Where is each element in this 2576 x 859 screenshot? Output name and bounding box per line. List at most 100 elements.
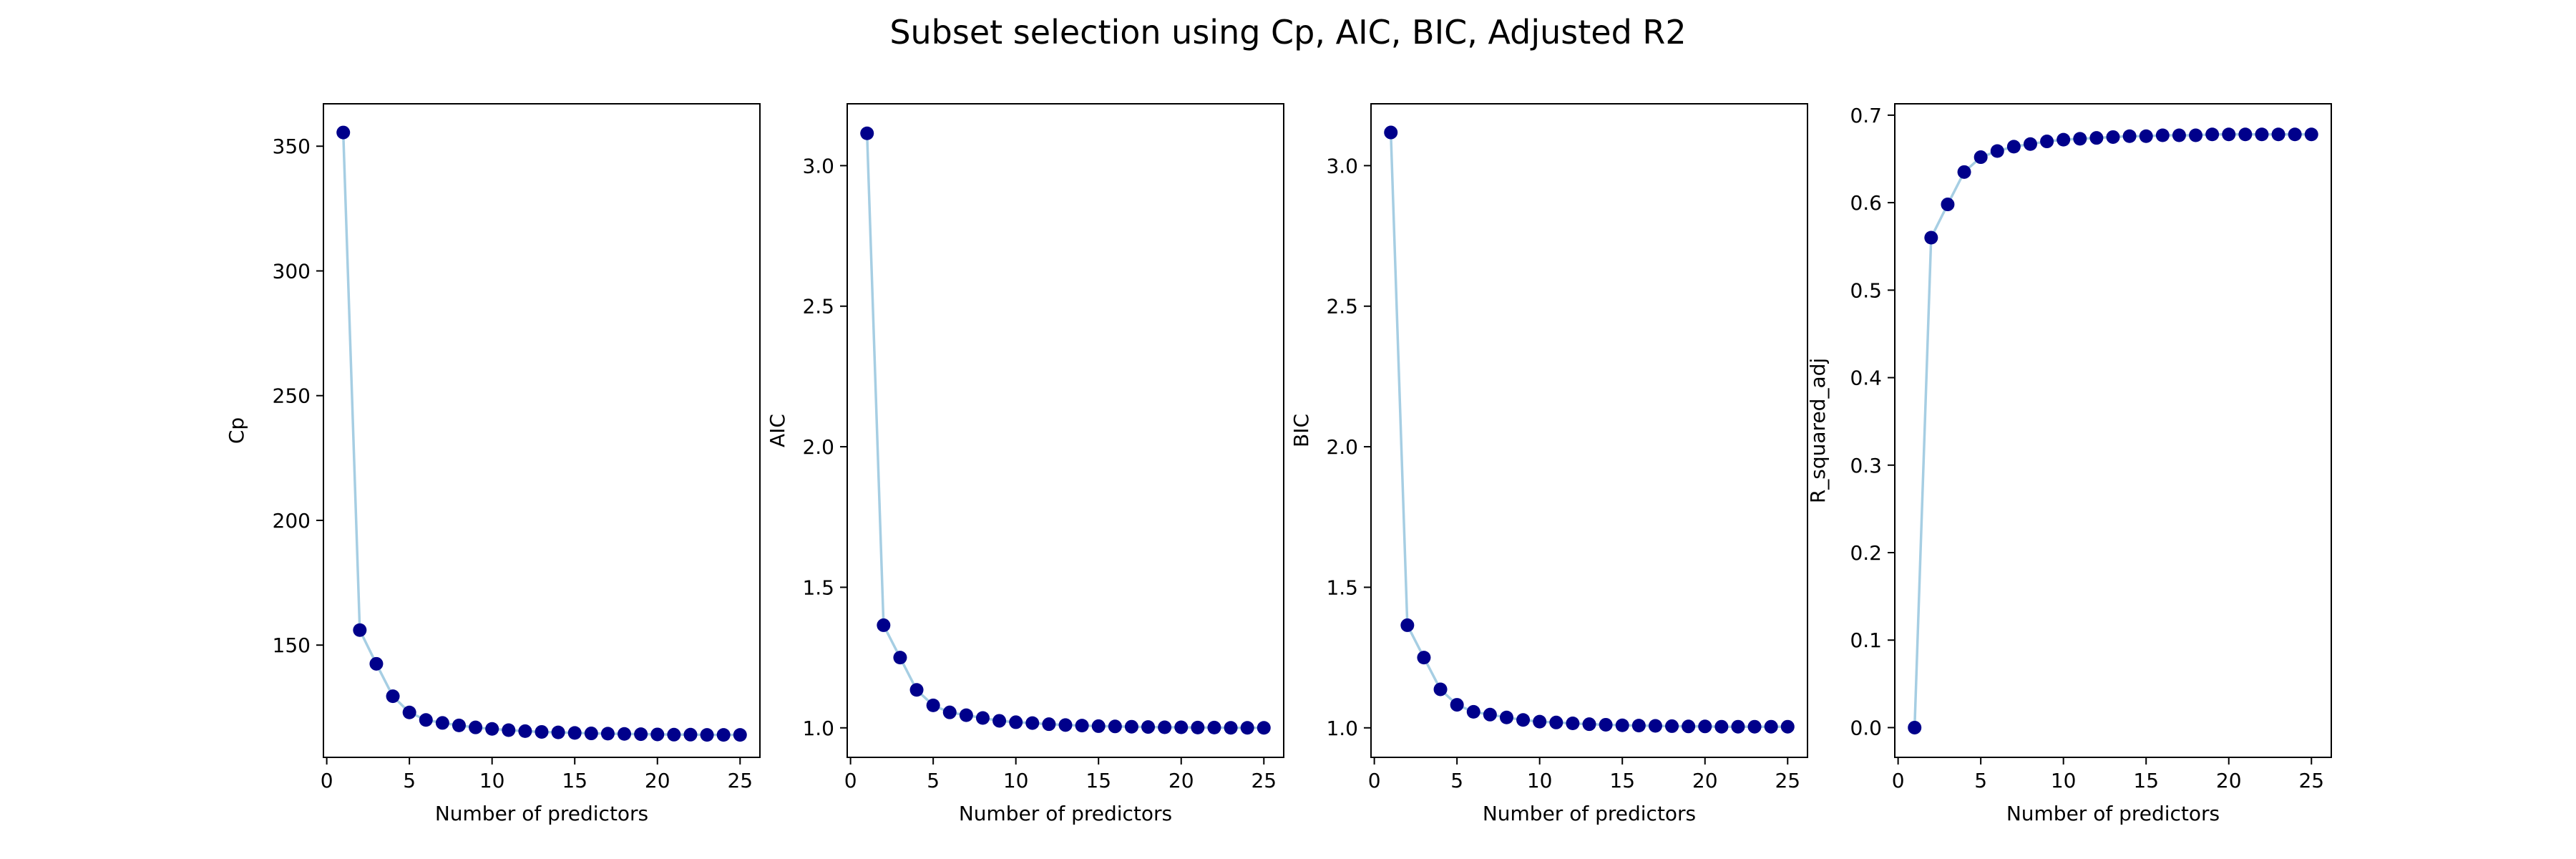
axes-frame [847,103,1284,758]
data-point [1599,717,1613,732]
data-point [1009,715,1023,729]
y-tick-label: 0.2 [1850,541,1882,565]
y-tick-label: 1.5 [1326,576,1358,599]
data-point [369,656,384,671]
data-point [2122,129,2137,143]
data-point [667,727,681,742]
data-point [2040,135,2054,149]
x-tick-label: 0 [1892,769,1905,792]
y-tick-label: 0.3 [1850,454,1882,477]
data-point [1549,715,1563,729]
data-point [1499,710,1513,724]
series-line [1913,133,2312,728]
data-point [1941,198,1955,212]
y-axis-label: AIC [766,414,789,447]
data-point [992,714,1007,728]
data-point [1191,720,1205,734]
y-tick-label: 200 [273,509,311,533]
data-point [402,705,416,719]
y-axis-label: R_squared_adj [1806,358,1830,503]
data-point [1682,719,1696,734]
data-point [419,713,433,727]
figure-title: Subset selection using Cp, AIC, BIC, Adj… [889,13,1687,52]
x-tick-label: 15 [1085,769,1111,792]
y-tick-label: 2.0 [802,435,834,459]
data-point [1058,718,1073,732]
data-point [860,126,874,140]
x-tick-label: 20 [2216,769,2242,792]
data-point [1224,721,1238,735]
data-point [1450,698,1464,712]
data-point [2238,127,2253,142]
y-axis-label: Cp [225,417,248,444]
data-point [2288,127,2302,142]
data-point [485,722,499,736]
x-tick-label: 10 [1003,769,1029,792]
x-tick-label: 25 [1251,769,1277,792]
data-point [1091,719,1106,733]
data-point [1516,713,1531,727]
y-tick-label: 1.0 [1326,717,1358,740]
data-point [1207,720,1221,734]
axes-frame [1894,103,2332,758]
data-point [1483,707,1497,722]
y-tick-label: 250 [273,384,311,408]
data-point [386,689,400,704]
x-axis-label: Number of predictors [1483,802,1696,825]
y-tick-label: 150 [273,634,311,657]
data-point [926,698,940,712]
y-tick-label: 0.6 [1850,191,1882,215]
data-point [353,623,367,637]
data-point [733,728,747,742]
data-point [600,727,615,741]
data-point [1957,165,1971,179]
data-point [2006,140,2021,154]
data-point [2304,127,2318,142]
data-point [2222,127,2236,142]
y-tick-label: 1.5 [802,576,834,599]
subplot-1: 0 5 10 15 20 25 150 200 250 300 350 Number of predi… [225,103,761,825]
data-point [877,618,891,632]
data-point [584,727,598,741]
data-point [1566,716,1580,730]
data-point [1025,716,1040,730]
x-tick-label: 20 [1692,769,1718,792]
x-tick-label: 5 [927,769,940,792]
y-tick-label: 0.5 [1850,278,1882,302]
data-point [909,683,924,697]
data-point [1731,719,1745,734]
data-point [2172,128,2186,142]
x-tick-label: 0 [1368,769,1381,792]
y-tick-label: 0.4 [1850,367,1882,390]
x-axis-label: Number of predictors [435,802,648,825]
data-point [1466,704,1480,719]
x-tick-label: 20 [1169,769,1194,792]
subplot-3: 0 5 10 15 20 25 1.0 1.5 2.0 2.5 3.0 Number of predi… [1289,103,1808,825]
x-tick-label: 5 [403,769,416,792]
y-tick-label: 2.0 [1326,435,1358,459]
data-point [975,711,990,725]
y-tick-label: 1.0 [802,717,834,740]
axes-frame [1370,103,1808,758]
x-tick-label: 5 [1450,769,1463,792]
data-point [2023,137,2037,151]
data-point [551,725,565,739]
y-tick-label: 0.1 [1850,629,1882,652]
x-tick-label: 10 [479,769,505,792]
data-point [518,724,532,738]
data-point [1698,719,1712,734]
data-point [336,125,351,140]
series-line [865,133,1264,729]
data-point [1533,714,1547,729]
data-point [1764,719,1778,734]
x-tick-label: 25 [727,769,753,792]
data-point [1780,719,1795,734]
data-point [1924,230,1938,245]
series-line [341,132,741,737]
y-axis-label: BIC [1289,414,1313,447]
data-point [1141,720,1156,734]
data-point [2155,128,2170,142]
data-point [567,726,582,740]
data-point [2106,130,2120,144]
x-tick-label: 25 [1775,769,1800,792]
